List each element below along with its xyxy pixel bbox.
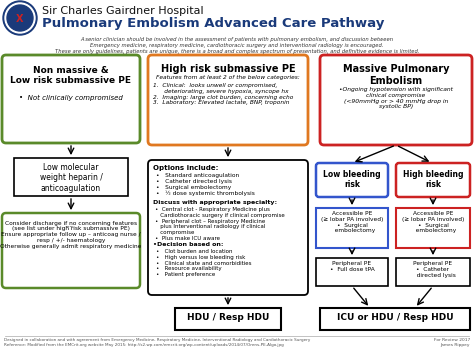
FancyBboxPatch shape bbox=[396, 163, 470, 197]
Text: ICU or HDU / Resp HDU: ICU or HDU / Resp HDU bbox=[337, 313, 453, 322]
Bar bbox=[316, 258, 388, 286]
Circle shape bbox=[7, 5, 33, 31]
Text: Options include:: Options include: bbox=[153, 165, 219, 171]
Text: •  Central clot - Respiratory Medicine plus
   Cardiothoracic surgery if clinica: • Central clot - Respiratory Medicine pl… bbox=[155, 207, 285, 241]
Text: Low bleeding
risk: Low bleeding risk bbox=[323, 170, 381, 190]
FancyBboxPatch shape bbox=[316, 163, 388, 197]
Text: Sir Charles Gairdner Hospital: Sir Charles Gairdner Hospital bbox=[42, 6, 204, 16]
Bar bbox=[14, 158, 128, 196]
Circle shape bbox=[3, 1, 37, 35]
Text: For Review 2017
James Rippey: For Review 2017 James Rippey bbox=[434, 338, 470, 346]
Text: •Decision based on:: •Decision based on: bbox=[153, 242, 224, 247]
Text: Features from at least 2 of the below categories:: Features from at least 2 of the below ca… bbox=[156, 75, 300, 80]
Text: Accessible PE
(≥ lobar PA involved)
•  Surgical
   embolectomy: Accessible PE (≥ lobar PA involved) • Su… bbox=[321, 211, 383, 233]
Bar bbox=[316, 208, 388, 248]
Bar bbox=[396, 208, 470, 248]
FancyBboxPatch shape bbox=[2, 213, 140, 288]
Text: Low molecular
weight heparin /
anticoagulation: Low molecular weight heparin / anticoagu… bbox=[39, 163, 102, 193]
Bar bbox=[175, 308, 281, 330]
Text: Discuss with appropriate specialty:: Discuss with appropriate specialty: bbox=[153, 200, 277, 205]
Bar bbox=[396, 258, 470, 286]
Bar bbox=[320, 308, 470, 330]
Text: Non massive &
Low risk submassive PE: Non massive & Low risk submassive PE bbox=[10, 66, 131, 86]
Text: High bleeding
risk: High bleeding risk bbox=[403, 170, 463, 190]
Text: Peripheral PE
•  Catheter
   directed lysis: Peripheral PE • Catheter directed lysis bbox=[410, 261, 456, 278]
Text: •  Not clinically compromised: • Not clinically compromised bbox=[19, 95, 123, 101]
Text: X: X bbox=[16, 14, 24, 24]
FancyBboxPatch shape bbox=[148, 160, 308, 295]
Text: Consider discharge if ̲n̲o concerning features
(see list under high risk submass: Consider discharge if ̲n̲o concerning fe… bbox=[0, 220, 142, 249]
Text: •   Standard anticoagulation
•   Catheter directed lysis
•   Surgical embolectom: • Standard anticoagulation • Catheter di… bbox=[156, 173, 255, 196]
FancyBboxPatch shape bbox=[320, 55, 472, 145]
Text: Designed in collaboration and with agreement from Emergency Medicine, Respirator: Designed in collaboration and with agree… bbox=[4, 338, 310, 346]
Text: A senior clinician should be involved in the assessment of patients with pulmona: A senior clinician should be involved in… bbox=[55, 37, 419, 54]
FancyBboxPatch shape bbox=[148, 55, 308, 145]
Text: Peripheral PE
•  Full dose tPA: Peripheral PE • Full dose tPA bbox=[329, 261, 374, 272]
Circle shape bbox=[5, 3, 35, 33]
Text: HDU / Resp HDU: HDU / Resp HDU bbox=[187, 313, 269, 322]
Text: Pulmonary Embolism Advanced Care Pathway: Pulmonary Embolism Advanced Care Pathway bbox=[42, 17, 384, 30]
Text: 1.  Clinical:  looks unwell or compromised,
      deteriorating, severe hypoxia,: 1. Clinical: looks unwell or compromised… bbox=[153, 83, 293, 105]
Text: Massive Pulmonary
Embolism: Massive Pulmonary Embolism bbox=[343, 64, 449, 86]
Text: Accessible PE
(≥ lobar PA involved)
•  Surgical
   embolectomy: Accessible PE (≥ lobar PA involved) • Su… bbox=[402, 211, 464, 233]
Text: High risk submassive PE: High risk submassive PE bbox=[161, 64, 295, 74]
Text: •   Clot burden and location
•   High versus low bleeding risk
•   Clinical stat: • Clot burden and location • High versus… bbox=[156, 249, 252, 277]
Text: •Ongoing hypotension with significant
clinical compromise
(<90mmHg or > 40 mmHg : •Ongoing hypotension with significant cl… bbox=[339, 87, 453, 109]
FancyBboxPatch shape bbox=[2, 55, 140, 143]
